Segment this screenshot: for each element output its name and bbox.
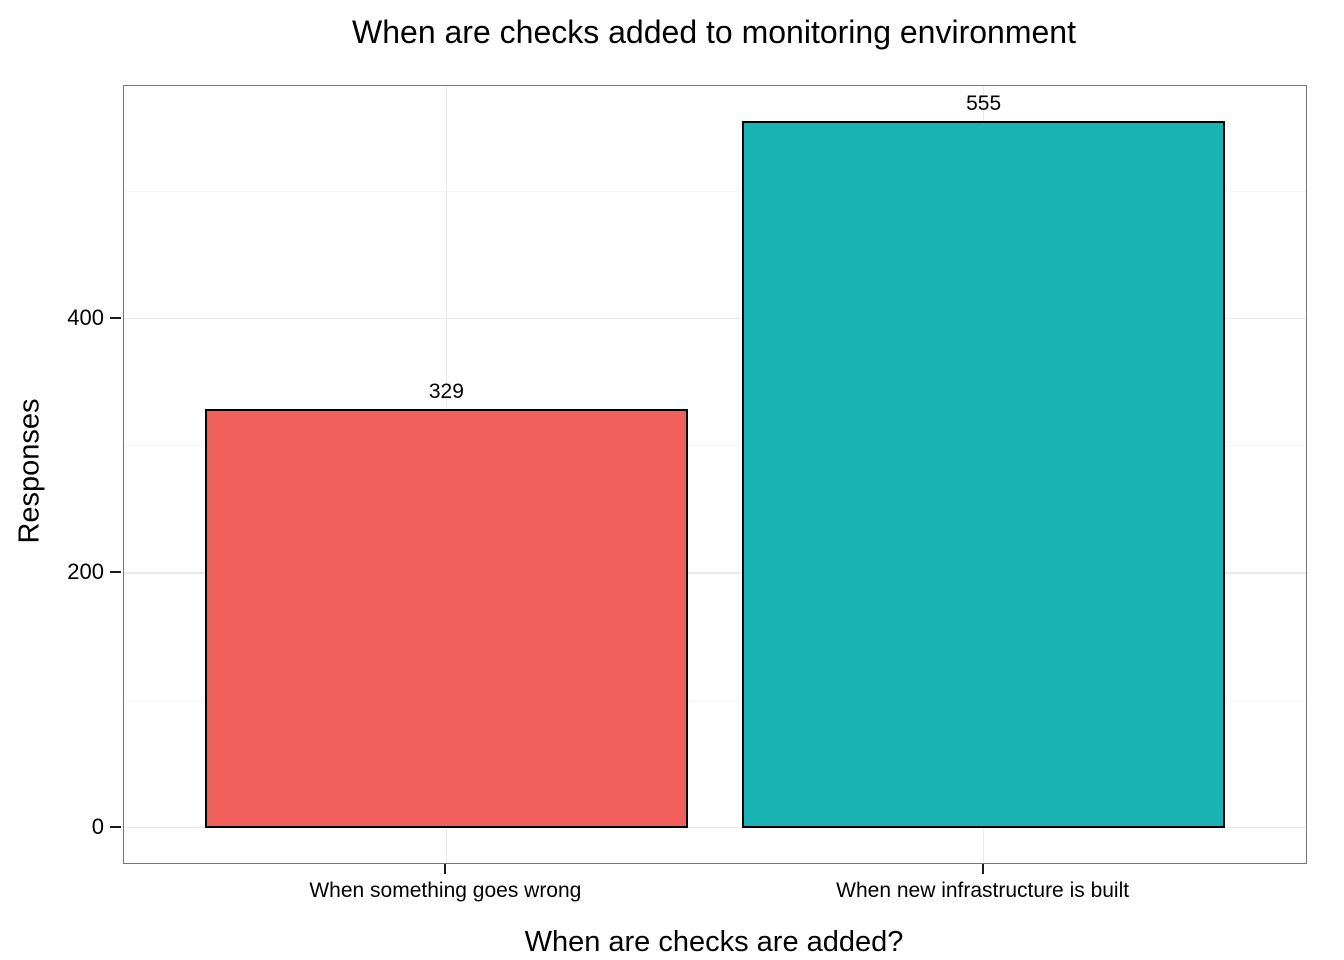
y-tick-mark-400 bbox=[110, 316, 121, 319]
plot-panel: 329 555 bbox=[123, 85, 1307, 864]
y-tick-label-0: 0 bbox=[91, 813, 104, 839]
gridline-major-y0 bbox=[124, 826, 1306, 829]
gridline-major-y400 bbox=[124, 317, 1306, 320]
x-tick-mark-1 bbox=[444, 864, 447, 874]
gridline-minor-y300 bbox=[124, 445, 1306, 447]
bar-2 bbox=[741, 121, 1226, 828]
gridline-minor-y100 bbox=[124, 699, 1306, 701]
gridline-major-y200 bbox=[124, 572, 1306, 574]
bar-1 bbox=[204, 408, 689, 828]
y-tick-label-200: 200 bbox=[67, 559, 104, 585]
x-axis-title: When are checks are added? bbox=[524, 926, 904, 958]
y-axis-title: Responses bbox=[13, 398, 46, 544]
x-tick-label-2: When new infrastructure is built bbox=[836, 879, 1130, 902]
y-tick-mark-200 bbox=[110, 571, 121, 574]
x-tick-mark-2 bbox=[981, 864, 984, 874]
y-tick-mark-0 bbox=[110, 825, 121, 828]
chart-title: When are checks added to monitoring envi… bbox=[352, 14, 1076, 50]
y-tick-label-400: 400 bbox=[67, 304, 104, 330]
gridline-minor-y500 bbox=[124, 190, 1306, 192]
x-tick-label-1: When something goes wrong bbox=[309, 879, 582, 902]
bar-value-label-2: 555 bbox=[966, 92, 1002, 116]
bar-value-label-1: 329 bbox=[428, 379, 464, 403]
